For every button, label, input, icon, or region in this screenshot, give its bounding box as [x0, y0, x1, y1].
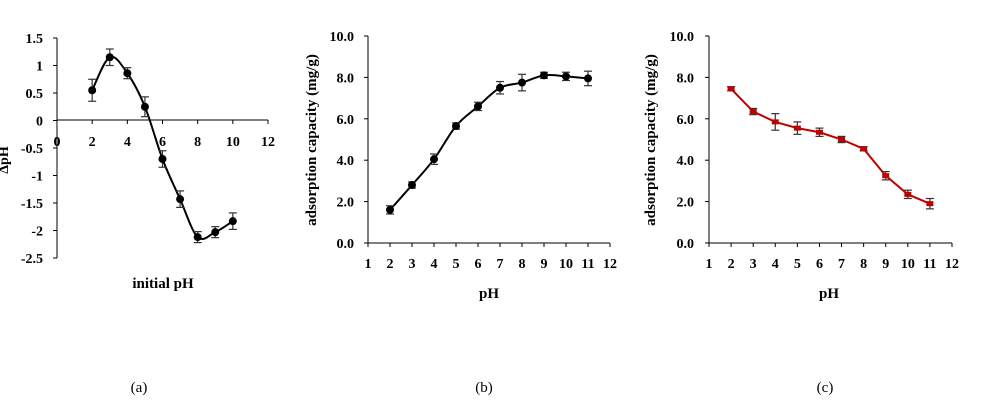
data-point	[882, 173, 890, 179]
data-point	[408, 181, 416, 190]
y-tick-label: 10.0	[670, 30, 695, 45]
y-tick-label: -1	[31, 170, 43, 185]
y-tick-label: 10.0	[330, 30, 355, 45]
data-point	[452, 122, 460, 131]
y-axis-label: adsorption capacity (mg/g)	[304, 54, 320, 226]
y-tick-label: 8.0	[677, 71, 695, 86]
x-tick-label: 6	[816, 257, 823, 272]
panel-b: adsorption capacity (mg/g) pH (b) 0.0 2.0…	[304, 30, 617, 396]
caption-a: (a)	[131, 380, 148, 396]
series-line	[389, 73, 589, 211]
y-axis-label: adsorption capacity (mg/g)	[643, 54, 659, 226]
data-point	[386, 205, 394, 214]
x-axis-label: initial pH	[132, 276, 194, 292]
y-tick-label: -2.5	[21, 252, 43, 267]
y-tick-label: 0.5	[26, 87, 44, 102]
plot-area-a: 1.5 1 0.5 0 -0.5 -1 -1.5 -2 -2.5 0 2 4 6 8 10 12	[21, 32, 275, 267]
data-point	[105, 53, 114, 62]
data-point	[860, 146, 868, 152]
x-tick-label: 0	[54, 135, 61, 150]
data-point	[88, 86, 97, 95]
y-tick-label: 2.0	[337, 196, 355, 211]
y-tick-label: 0.0	[677, 237, 695, 252]
y-tick-label: 1.5	[26, 32, 44, 47]
x-tick-label: 10	[226, 135, 240, 150]
data-point	[158, 155, 167, 163]
x-tick-label: 12	[603, 257, 617, 272]
x-axis-label: pH	[479, 286, 499, 302]
x-tick-label: 3	[750, 257, 757, 272]
x-tick-label: 10	[901, 257, 915, 272]
x-tick-label: 3	[409, 257, 416, 272]
data-point	[474, 102, 482, 111]
y-tick-label: 0	[36, 115, 43, 130]
plot-area-b: 0.02.04.06.08.010.01 2 3 4 5 6 7 8 9 10 11 12	[330, 30, 618, 272]
data-point	[211, 228, 220, 237]
x-tick-label: 1	[365, 257, 372, 272]
x-tick-label: 10	[559, 257, 573, 272]
y-tick-label: 2.0	[677, 196, 695, 211]
x-tick-label: 11	[581, 257, 594, 272]
x-tick-label: 5	[794, 257, 801, 272]
x-tick-label: 4	[772, 257, 779, 272]
y-tick-label: 6.0	[677, 113, 695, 128]
data-point	[904, 191, 912, 197]
caption-b: (b)	[475, 380, 493, 396]
x-tick-label: 9	[882, 257, 889, 272]
x-tick-label: 7	[838, 257, 845, 272]
x-tick-label: 9	[541, 257, 548, 272]
panel-c: adsorption capacity (mg/g) pH (c) 0.0 2.0…	[643, 30, 959, 396]
x-tick-label: 12	[945, 257, 959, 272]
x-tick-label: 7	[497, 257, 504, 272]
x-tick-label: 11	[923, 257, 936, 272]
data-point	[838, 137, 846, 142]
x-tick-label: 12	[261, 135, 275, 150]
data-point	[584, 74, 592, 83]
y-axis-label: ΔpH	[0, 146, 12, 174]
data-point	[540, 71, 548, 80]
data-point	[430, 155, 438, 164]
x-tick-label: 8	[194, 135, 201, 150]
x-tick-label: 1	[706, 257, 713, 272]
x-tick-label: 5	[453, 257, 460, 272]
data-point	[228, 217, 237, 226]
x-tick-label: 8	[860, 257, 867, 272]
data-point	[771, 119, 779, 125]
caption-c: (c)	[817, 380, 834, 396]
data-point	[193, 233, 202, 242]
data-point	[123, 69, 132, 78]
y-tick-label: 4.0	[337, 154, 355, 169]
y-tick-label: 8.0	[337, 71, 355, 86]
y-tick-label: 0.0	[337, 237, 355, 252]
x-tick-label: 6	[475, 257, 482, 272]
data-point	[140, 102, 149, 111]
x-tick-label: 2	[728, 257, 735, 272]
series-line	[730, 88, 931, 205]
data-point	[176, 195, 185, 204]
y-tick-label: 6.0	[337, 113, 355, 128]
y-tick-label: -0.5	[21, 142, 43, 157]
x-tick-label: 2	[89, 135, 96, 150]
plot-area-c: 0.02.04.06.08.010.01 2 3 4 5 6 7 8 9 10 11 12	[670, 30, 960, 272]
data-point	[793, 125, 801, 131]
data-point	[562, 72, 570, 81]
data-point	[727, 86, 735, 92]
y-tick-label: 4.0	[677, 154, 695, 169]
y-tick-label: 1	[36, 60, 43, 75]
x-axis-label: pH	[819, 286, 839, 302]
x-tick-label: 2	[387, 257, 394, 272]
panel-a: ΔpH initial pH (a) 1.5 1 0.5 0 -0.5 -1 -1.5 -2 -…	[0, 32, 275, 396]
x-tick-label: 6	[159, 135, 166, 150]
data-point	[926, 201, 934, 207]
y-tick-label: -2	[31, 225, 43, 240]
x-tick-label: 4	[431, 257, 438, 272]
y-tick-label: -1.5	[21, 197, 43, 212]
data-point	[496, 83, 504, 92]
x-tick-label: 8	[519, 257, 526, 272]
x-tick-label: 4	[124, 135, 131, 150]
data-point	[749, 109, 757, 115]
data-point	[815, 129, 823, 135]
data-point	[518, 78, 526, 87]
